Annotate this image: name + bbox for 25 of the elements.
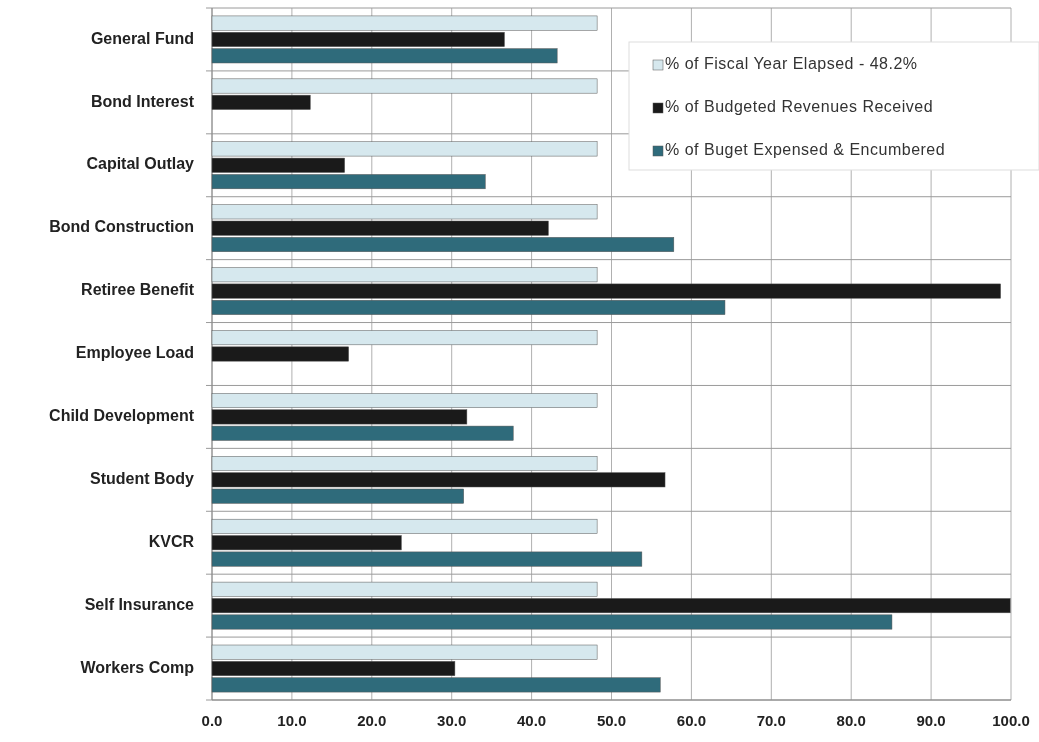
x-tick-label: 0.0 (201, 712, 223, 729)
y-tick-label: Self Insurance (84, 595, 195, 613)
legend-label: % of Budgeted Revenues Received (665, 98, 934, 116)
y-tick-label: Bond Interest (90, 92, 195, 110)
y-tick-label: Child Development (49, 407, 195, 425)
y-tick-label: KVCR (148, 532, 195, 550)
x-tick-label: 10.0 (277, 712, 307, 729)
x-tick-label: 50.0 (596, 712, 627, 729)
y-tick-label: Capital Outlay (86, 155, 195, 173)
x-tick-label: 70.0 (756, 712, 786, 729)
x-tick-label: 20.0 (357, 712, 387, 729)
x-tick-label: 40.0 (517, 712, 547, 729)
y-tick-label: Student Body (90, 470, 195, 488)
x-tick-label: 80.0 (836, 712, 866, 729)
x-tick-label: 60.0 (676, 712, 706, 729)
y-tick-label: Bond Construction (49, 218, 194, 236)
x-tick-label: 30.0 (437, 712, 467, 729)
y-tick-label: General Fund (90, 29, 194, 47)
legend-label: % of Fiscal Year Elapsed - 48.2% (665, 55, 918, 73)
x-tick-label: 100.0 (992, 712, 1030, 729)
y-tick-label: Employee Load (75, 344, 194, 362)
y-tick-label: Workers Comp (80, 658, 195, 676)
legend-label: % of Buget Expensed & Encumbered (665, 141, 946, 159)
y-tick-label: Retiree Benefit (81, 281, 195, 299)
x-tick-label: 90.0 (916, 712, 946, 729)
